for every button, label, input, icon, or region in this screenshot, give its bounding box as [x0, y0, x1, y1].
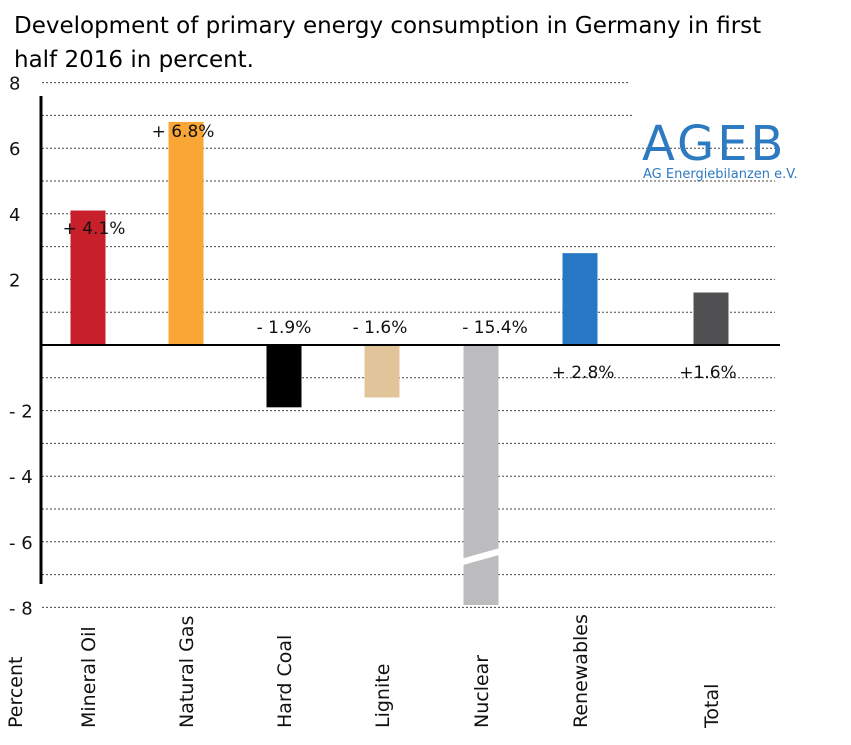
bar-nuclear-upper — [463, 345, 499, 559]
ageb-logo: AGEB AG Energiebilanzen e.V. — [642, 116, 798, 182]
axes — [39, 96, 780, 584]
category-labels: Mineral Oil Natural Gas Hard Coal Lignite Nu… — [78, 614, 723, 729]
data-label: + 6.8% — [152, 122, 215, 142]
logo-text: AGEB — [642, 116, 786, 172]
data-label: - 1.9% — [257, 318, 312, 338]
y-tick-label: 4 — [9, 205, 20, 226]
gridlines — [42, 82, 775, 608]
category-label: Nuclear — [471, 655, 493, 728]
logo-subtitle: AG Energiebilanzen e.V. — [643, 167, 798, 182]
bar-mineral-oil — [70, 210, 106, 345]
category-label: Mineral Oil — [78, 626, 100, 728]
category-label: Lignite — [372, 664, 394, 728]
data-label: + 2.8% — [552, 363, 615, 383]
y-tick-label: 6 — [9, 139, 20, 160]
bar-lignite — [364, 345, 400, 398]
y-tick-label: - 8 — [9, 598, 33, 619]
y-tick-label: - 6 — [9, 533, 33, 554]
data-labels: + 4.1% + 6.8% - 1.9% - 1.6% - 15.4% + 2.8% +1.… — [63, 122, 737, 383]
y-tick-labels: 8 6 4 2 - 2 - 4 - 6 - 8 — [9, 74, 33, 620]
y-tick-label: - 2 — [9, 402, 33, 423]
data-label: +1.6% — [679, 363, 736, 383]
y-tick-label: 8 — [9, 74, 20, 95]
bar-total — [693, 292, 729, 345]
category-label: Total — [701, 684, 723, 729]
chart-title-line-1: Development of primary energy consumptio… — [14, 13, 761, 39]
bars — [70, 121, 729, 605]
bar-nuclear-lower — [463, 555, 499, 605]
category-label: Natural Gas — [176, 616, 198, 728]
y-axis-label: Percent — [5, 657, 27, 729]
data-label: - 15.4% — [462, 318, 528, 338]
chart-title-line-2: half 2016 in percent. — [14, 47, 254, 73]
bar-natural-gas — [168, 121, 204, 346]
bar-hard-coal — [266, 345, 302, 408]
data-label: - 1.6% — [353, 318, 408, 338]
bar-renewables — [562, 253, 598, 345]
category-label: Renewables — [570, 614, 592, 728]
category-label: Hard Coal — [274, 635, 296, 728]
y-tick-label: - 4 — [9, 467, 33, 488]
y-tick-label: 2 — [9, 270, 20, 291]
data-label: + 4.1% — [63, 219, 126, 239]
